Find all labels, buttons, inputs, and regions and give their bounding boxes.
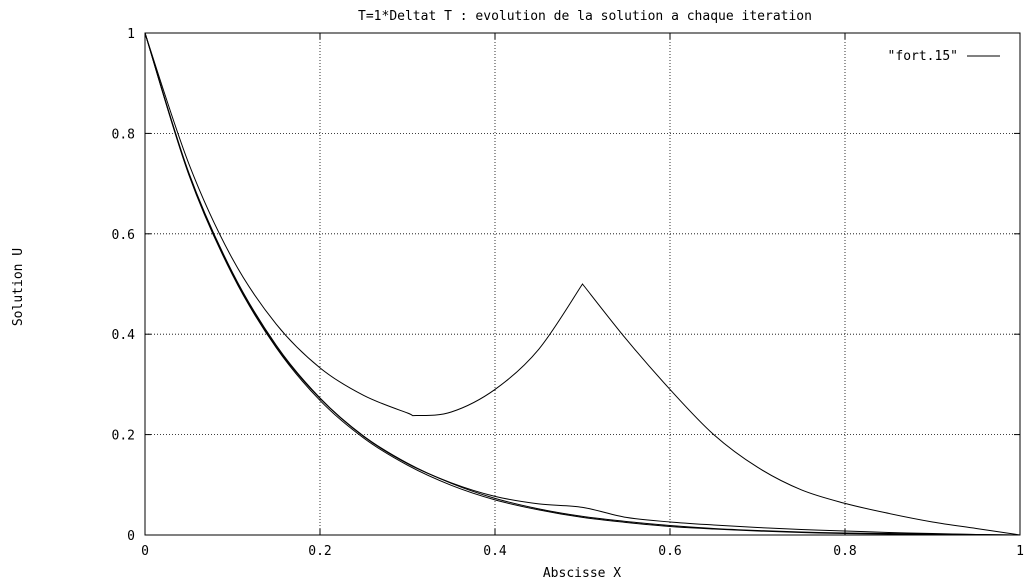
plot-frame xyxy=(144,32,1021,536)
y-tick-label: 0 xyxy=(127,529,135,544)
x-tick-label: 0.4 xyxy=(483,544,507,559)
y-tick-label: 1 xyxy=(127,27,135,42)
y-tick-label: 0.8 xyxy=(112,127,135,142)
x-tick-label: 0.2 xyxy=(308,544,331,559)
series-curves xyxy=(144,32,1021,536)
y-axis-label: Solution U xyxy=(11,248,26,326)
legend: "fort.15" xyxy=(888,49,1000,64)
series-curve-4 xyxy=(144,32,1021,536)
legend-label: "fort.15" xyxy=(888,49,958,64)
x-axis-label: Abscisse X xyxy=(543,566,621,581)
axis-ticks: 0 0.2 0.4 0.6 0.8 1 0 0.2 0.4 0.6 0.8 1 xyxy=(112,27,1024,559)
x-tick-label: 0.6 xyxy=(658,544,681,559)
y-tick-label: 0.2 xyxy=(112,429,135,444)
y-tick-label: 0.4 xyxy=(112,328,136,343)
series-curve-3 xyxy=(144,32,1021,536)
x-tick-label: 1 xyxy=(1016,544,1024,559)
x-tick-label: 0.8 xyxy=(833,544,856,559)
series-curve-1 xyxy=(144,32,1021,536)
x-tick-label: 0 xyxy=(141,544,149,559)
grid-lines xyxy=(145,33,1020,535)
y-tick-label: 0.6 xyxy=(112,228,135,243)
chart-title: T=1*Deltat T : evolution de la solution … xyxy=(358,9,812,24)
